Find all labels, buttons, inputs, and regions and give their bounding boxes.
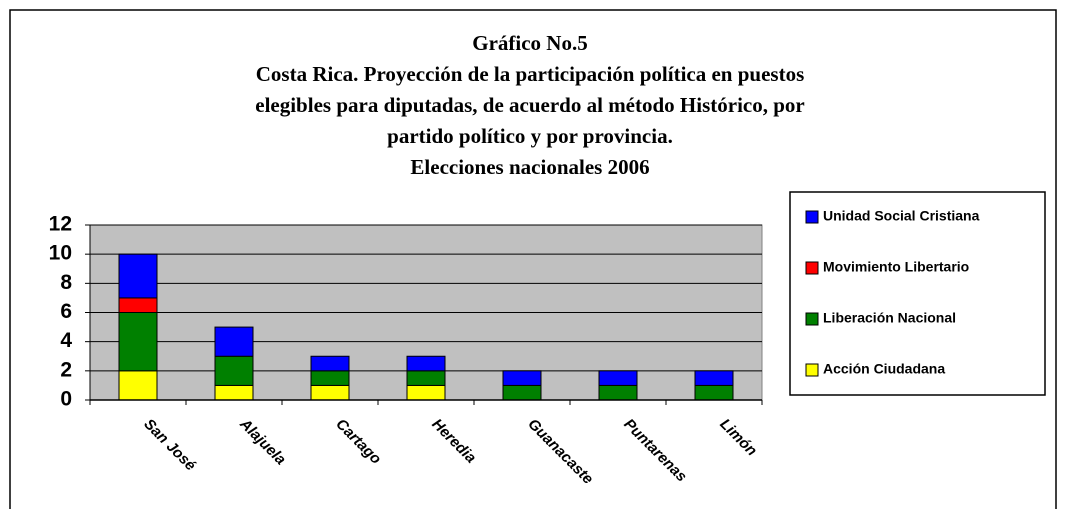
bar-segment — [598, 370, 638, 386]
bar-segment — [406, 370, 446, 386]
chart-title: partido político y por provincia. — [387, 124, 673, 148]
legend-label: Unidad Social Cristiana — [823, 208, 980, 224]
bar-segment — [502, 384, 542, 401]
bar-segment — [214, 326, 254, 357]
bar-segment — [118, 253, 158, 299]
bar-segment — [214, 355, 254, 386]
legend-swatch — [805, 312, 819, 326]
chart-title: Elecciones nacionales 2006 — [410, 155, 649, 179]
bar-segment — [310, 370, 350, 386]
y-tick-label: 8 — [60, 271, 72, 294]
legend-label: Acción Ciudadana — [823, 361, 945, 377]
legend-label: Movimiento Libertario — [823, 259, 969, 275]
chart-title: Gráfico No.5 — [472, 31, 587, 55]
bar-segment — [214, 384, 254, 401]
legend-swatch — [805, 261, 819, 275]
bar-segment — [598, 384, 638, 401]
bar-segment — [694, 370, 734, 386]
legend-swatch — [805, 210, 819, 224]
chart-title: Costa Rica. Proyección de la participaci… — [256, 62, 805, 86]
y-tick-label: 10 — [49, 242, 72, 265]
y-tick-label: 2 — [60, 358, 72, 381]
bar-segment — [118, 312, 158, 372]
bar-segment — [406, 355, 446, 372]
bar-segment — [502, 370, 542, 386]
legend-label: Liberación Nacional — [823, 310, 956, 326]
legend-swatch — [805, 363, 819, 377]
y-tick-label: 0 — [60, 388, 72, 411]
y-tick-label: 6 — [60, 300, 72, 323]
chart-title: elegibles para diputadas, de acuerdo al … — [255, 93, 805, 117]
y-tick-label: 4 — [60, 329, 72, 352]
bar-segment — [694, 384, 734, 401]
y-tick-label: 12 — [49, 213, 72, 236]
bar-segment — [406, 384, 446, 401]
bar-segment — [310, 355, 350, 372]
legend-box — [789, 191, 1046, 396]
bar-segment — [118, 297, 158, 313]
bar-segment — [310, 384, 350, 401]
bar-segment — [118, 370, 158, 401]
